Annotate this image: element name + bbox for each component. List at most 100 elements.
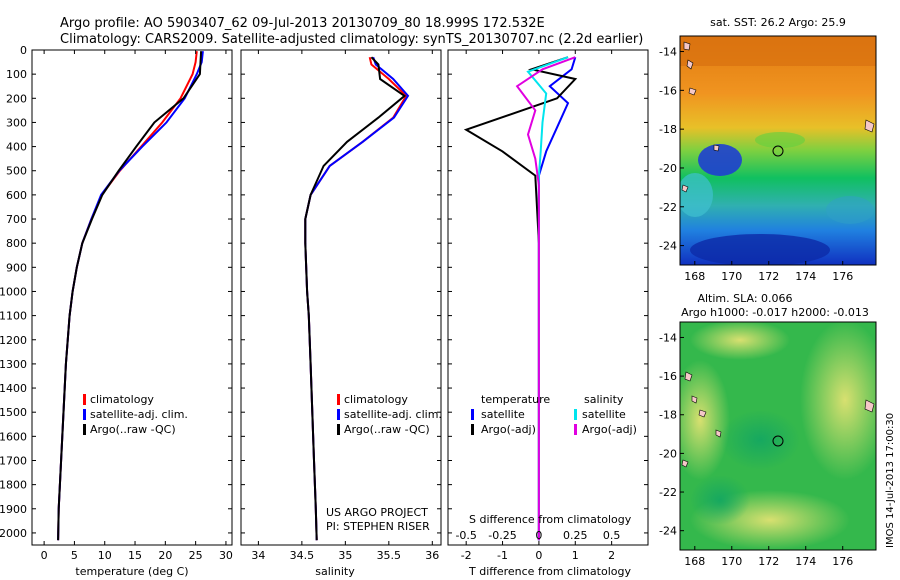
diff-legend-temp-sat: satellite — [481, 408, 525, 421]
diff-panel-frame — [447, 49, 649, 546]
temp-legend-argo: Argo(..raw -QC) — [90, 423, 176, 436]
credit-project: US ARGO PROJECT — [326, 506, 428, 519]
diff-x-tick-label: 1 — [572, 549, 579, 562]
sst-y-tick-label: -16 — [659, 84, 677, 97]
sla-x-tick-label: 168 — [684, 555, 705, 568]
sla-islands — [681, 371, 875, 468]
depth-tick-label: 1900 — [0, 503, 27, 516]
diff-s-label: S difference from climatology — [469, 513, 632, 526]
series-line-argo-raw-qc- — [57, 51, 203, 541]
sal-series — [304, 56, 410, 541]
sla-x-tick-label: 172 — [758, 555, 779, 568]
diff-x-tick-label: -2 — [461, 549, 472, 562]
temp-legend-swatch-argo — [83, 424, 86, 435]
depth-tick-label: 0 — [20, 44, 27, 57]
diff-x-tick-label: 0 — [535, 549, 542, 562]
sst-y-tick-label: -14 — [659, 46, 677, 59]
temp-legend-swatch-clim — [83, 394, 86, 405]
diff-s-tick-label: -0.25 — [488, 529, 516, 542]
sal-panel-frame — [240, 49, 442, 546]
diff-xlabel: T difference from climatology — [468, 565, 631, 578]
sst-y-tick-label: -22 — [659, 201, 677, 214]
sal-legend-clim: climatology — [344, 393, 408, 406]
sal-xlabel: salinity — [315, 565, 355, 578]
diff-legend-sal-argo: Argo(-adj) — [582, 423, 637, 436]
sal-legend-swatch-argo — [337, 424, 340, 435]
depth-tick-label: 400 — [6, 141, 27, 154]
temp-legend: climatology satellite-adj. clim. Argo(..… — [83, 393, 188, 436]
sal-x-tick-label: 35.5 — [377, 549, 402, 562]
sst-map-title: sat. SST: 26.2 Argo: 25.9 — [710, 16, 846, 29]
depth-tick-label: 700 — [6, 213, 27, 226]
temp-x-tick-label: 10 — [98, 549, 112, 562]
sal-legend-sat: satellite-adj. clim. — [344, 408, 442, 421]
diff-legend-swatch-sal-argo — [574, 424, 577, 435]
sst-map-frame — [679, 35, 877, 266]
diff-x-axis: -2 -1 0 1 2 — [461, 50, 615, 562]
figure-title-line1: Argo profile: AO 5903407_62 09-Jul-2013 … — [60, 16, 545, 31]
sst-x-tick-label: 168 — [684, 270, 705, 283]
sla-x-tick-label: 176 — [832, 555, 853, 568]
sst-islands — [681, 41, 875, 193]
sst-y-tick-label: -24 — [659, 240, 677, 253]
sal-x-tick-label: 36 — [425, 549, 439, 562]
sla-map-frame — [679, 321, 877, 551]
temp-x-tick-label: 15 — [128, 549, 142, 562]
sla-y-tick-label: -20 — [659, 447, 677, 460]
sla-map-title1: Altim. SLA: 0.066 — [697, 292, 792, 305]
credit-pi: PI: STEPHEN RISER — [326, 520, 430, 533]
sst-map-field — [680, 36, 876, 265]
temp-x-tick-label: 20 — [158, 549, 172, 562]
depth-axis: 0 100 200 300 400 500 600 700 800 900 1000 1100 1200… — [0, 44, 648, 540]
sla-map-axes: 168 170 172 174 176 -14 -16 -18 -20 -22 -24 — [659, 331, 853, 568]
diff-legend-sal-sat: satellite — [582, 408, 626, 421]
sal-legend: climatology satellite-adj. clim. Argo(..… — [337, 393, 442, 436]
temp-x-tick-label: 25 — [189, 549, 203, 562]
depth-tick-label: 1100 — [0, 310, 27, 323]
diff-legend-swatch-sal-sat — [574, 409, 577, 420]
sst-x-tick-label: 172 — [758, 270, 779, 283]
depth-tick-label: 1500 — [0, 406, 27, 419]
sla-y-tick-label: -16 — [659, 370, 677, 383]
diff-s-tick-label: 0.25 — [563, 529, 588, 542]
diff-x-tick-label: -1 — [497, 549, 508, 562]
temp-panel-frame — [31, 49, 233, 546]
depth-tick-label: 1400 — [0, 382, 27, 395]
diff-x-tick-label: 2 — [608, 549, 615, 562]
sla-y-tick-label: -18 — [659, 409, 677, 422]
sla-x-tick-label: 170 — [721, 555, 742, 568]
depth-tick-label: 600 — [6, 189, 27, 202]
series-line-argo-raw-qc- — [304, 56, 407, 541]
temp-legend-sat: satellite-adj. clim. — [90, 408, 188, 421]
depth-tick-label: 1200 — [0, 334, 27, 347]
sst-argo-marker — [772, 145, 784, 157]
temp-x-tick-label: 0 — [41, 549, 48, 562]
sst-x-tick-label: 176 — [832, 270, 853, 283]
sal-x-tick-label: 35 — [338, 549, 352, 562]
sal-legend-swatch-clim — [337, 394, 340, 405]
depth-tick-label: 500 — [6, 165, 27, 178]
sst-x-tick-label: 170 — [721, 270, 742, 283]
depth-tick-label: 1300 — [0, 358, 27, 371]
temp-series — [57, 51, 204, 541]
temp-x-tick-label: 30 — [219, 549, 233, 562]
depth-tick-label: 1700 — [0, 454, 27, 467]
diff-legend-temp-head: temperature — [481, 393, 550, 406]
depth-tick-label: 2000 — [0, 527, 27, 540]
sst-y-tick-label: -20 — [659, 162, 677, 175]
depth-tick-label: 800 — [6, 237, 27, 250]
sla-y-tick-label: -22 — [659, 486, 677, 499]
sst-y-tick-label: -18 — [659, 123, 677, 136]
temp-legend-clim: climatology — [90, 393, 154, 406]
sst-map-axes: 168 170 172 174 176 -14 -16 -18 -20 -22 -24 — [659, 46, 853, 283]
diff-legend-swatch-temp-sat — [471, 409, 474, 420]
diff-s-axis: -0.5 -0.25 0 0.25 0.5 — [455, 529, 620, 542]
sla-x-tick-label: 174 — [795, 555, 816, 568]
sal-x-axis: 34 34.5 35 35.5 36 — [251, 50, 439, 562]
diff-s-tick-label: 0.5 — [603, 529, 621, 542]
depth-tick-label: 100 — [6, 68, 27, 81]
diff-series — [463, 56, 578, 541]
depth-tick-label: 1600 — [0, 430, 27, 443]
sal-legend-argo: Argo(..raw -QC) — [344, 423, 430, 436]
